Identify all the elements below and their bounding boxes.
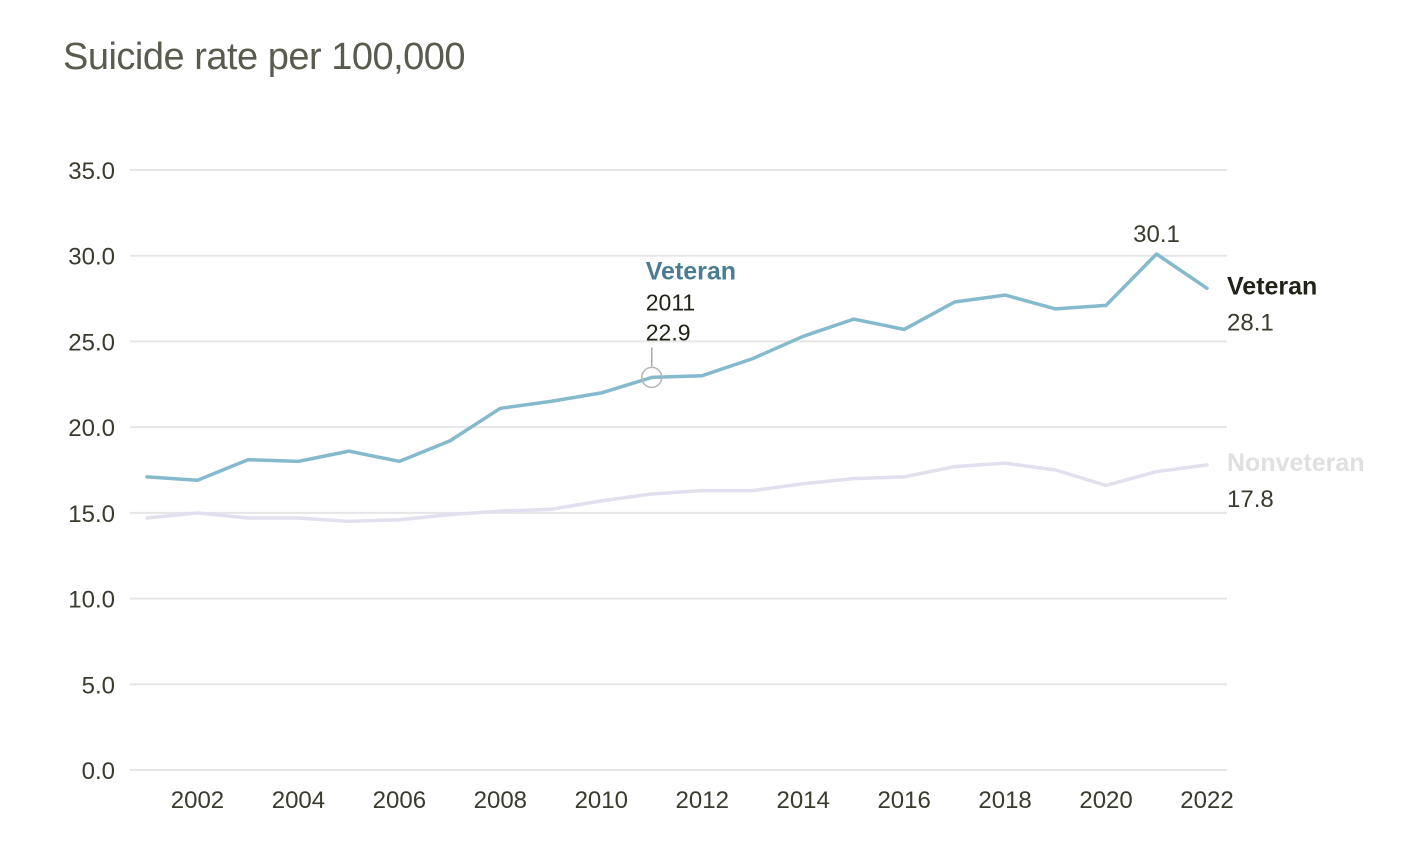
chart-title: Suicide rate per 100,000 — [63, 36, 466, 78]
y-tick-label: 30.0 — [68, 244, 115, 271]
series-line-veteran — [145, 252, 1209, 483]
x-tick-label: 2016 — [877, 787, 930, 814]
x-tick-label: 2010 — [575, 787, 628, 814]
tooltip-title: Veteran — [646, 257, 736, 285]
legend-value-veteran: 28.1 — [1227, 309, 1274, 336]
tooltip-marker-circle — [641, 366, 663, 389]
y-tick-label: 5.0 — [82, 672, 115, 699]
tooltip-value: 22.9 — [646, 319, 691, 345]
x-tick-label: 2020 — [1079, 787, 1132, 814]
x-tick-label: 2022 — [1180, 787, 1233, 814]
peak-value-label: 30.1 — [1133, 221, 1180, 248]
y-tick-label: 25.0 — [68, 329, 115, 356]
y-axis-ticks: 0.0 5.0 10.0 15.0 20.0 25.0 30.0 35.0 — [68, 158, 115, 785]
x-tick-label: 2004 — [272, 787, 325, 814]
x-tick-label: 2012 — [676, 787, 729, 814]
y-tick-label: 35.0 — [68, 158, 115, 185]
y-tick-label: 15.0 — [68, 501, 115, 528]
tooltip-year: 2011 — [646, 289, 695, 315]
annotations: Veteran 28.1 Nonveteran 17.8 30.1 Veteran 2011… — [641, 221, 1365, 513]
gridlines — [130, 169, 1227, 771]
y-tick-label: 20.0 — [68, 415, 115, 442]
legend-label-nonveteran: Nonveteran — [1227, 449, 1365, 477]
series-line-nonveteran — [145, 461, 1209, 524]
legend-label-veteran: Veteran — [1227, 272, 1317, 300]
y-tick-label: 0.0 — [82, 758, 115, 785]
series-lines — [145, 252, 1209, 524]
x-tick-label: 2014 — [776, 787, 829, 814]
x-tick-label: 2008 — [474, 787, 527, 814]
legend-value-nonveteran: 17.8 — [1227, 486, 1274, 513]
y-tick-label: 10.0 — [68, 587, 115, 614]
x-tick-label: 2018 — [978, 787, 1031, 814]
x-tick-label: 2002 — [171, 787, 224, 814]
x-axis-ticks: 2002 2004 2006 2008 2010 2012 2014 2016 2018 2020… — [171, 787, 1234, 814]
x-tick-label: 2006 — [373, 787, 426, 814]
